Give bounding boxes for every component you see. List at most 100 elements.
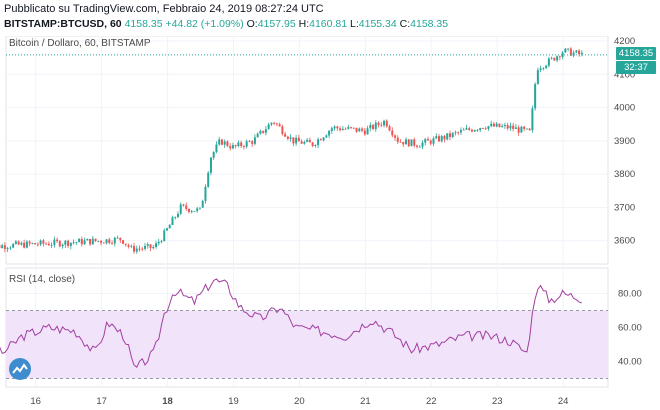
candle-body [506,125,509,129]
change-value: +44.82 (+1.09%) [165,18,244,30]
candle-body [292,137,295,144]
candle-body [193,210,196,212]
time-tick-label: 16 [30,396,41,407]
candle-body [448,133,451,138]
candle-body [410,139,413,147]
candle-body [385,120,388,127]
candle-body [75,242,78,244]
candle-body [429,140,432,144]
candle-body [470,129,473,132]
candle-body [481,128,484,129]
candle-body [473,130,476,132]
candle-body [443,136,446,140]
candle-body [306,139,309,142]
candle-body [149,244,152,249]
candle-body [498,123,501,127]
candle-body [501,126,504,127]
candle-body [322,137,325,141]
candle-body [6,248,9,250]
candle-body [83,240,86,245]
close-value: 4158.35 [410,18,449,30]
rsi-axis[interactable]: 40.00 60.00 80.00 [618,289,642,368]
candle-body [212,151,215,158]
candle-body [273,122,276,124]
candle-body [3,245,6,249]
candle-body [91,238,94,245]
candle-body [476,129,479,131]
candle-body [234,145,237,147]
candle-body [215,144,218,152]
rsi-pane-title: RSI (14, close) [9,274,76,285]
candle-body [517,127,520,133]
candle-body [372,124,375,129]
candle-body [229,146,232,149]
candle-body [36,244,39,246]
candle-body [440,136,443,142]
candle-body [267,124,270,130]
candle-body [435,136,438,139]
candle-body [34,243,37,245]
chart-area[interactable]: 3600 3700 3800 3900 4000 4100 4200 40.00 60.00 8… [0,36,660,410]
candle-body [105,239,108,244]
candle-body [528,128,531,131]
candle-body [350,127,353,128]
candle-body [561,52,564,58]
candle-body [226,141,229,147]
candle-body [119,237,122,241]
candle-body [262,130,265,133]
candle-body [61,244,64,247]
candle-body [67,240,70,247]
candle-body [374,122,377,129]
candle-body [492,123,495,127]
candle-body [525,128,528,130]
candle-body [116,237,119,239]
candle-body [231,145,234,149]
candle-body [17,241,20,245]
candle-body [196,208,199,211]
rsi-line [0,278,582,368]
candle-body [366,128,369,135]
candle-body [352,127,355,129]
symbol-label[interactable]: BITSTAMP:BTCUSD, 60 [4,18,122,30]
candle-body [284,133,287,137]
last-price: 4158.35 [124,18,163,30]
price-axis[interactable]: 3600 3700 3800 3900 4000 4100 4200 [614,36,635,247]
candle-body [536,70,539,85]
candle-body [437,136,440,142]
time-axis[interactable]: 16 17 18 19 20 21 22 23 24 [30,396,568,407]
candle-body [405,139,408,145]
candle-body [53,239,56,245]
candle-body [130,246,133,247]
candle-body [122,240,125,244]
open-value: 4157.95 [257,18,296,30]
candle-body [146,244,149,246]
high-value: 4160.81 [309,18,348,30]
price-tick-label: 3700 [614,202,635,213]
candle-body [133,246,136,252]
tradingview-logo-icon[interactable] [9,358,31,380]
candle-body [413,139,416,146]
candle-body [80,238,83,245]
candle-body [567,48,570,50]
candle-body [218,139,221,145]
candle-body [286,136,289,139]
candle-body [168,224,171,229]
candle-body [564,48,567,53]
main-pane-title: Bitcoin / Dollaro, 60, BITSTAMP [9,38,151,49]
candle-body [144,245,147,249]
candle-body [198,207,201,209]
header: Pubblicato su TradingView.com, Febbraio … [0,0,660,36]
candle-body [113,237,116,244]
candle-body [100,240,103,243]
main-pane-frame [5,36,609,265]
candle-body [580,52,583,55]
candle-body [402,141,405,145]
candle-body [388,126,391,131]
candle-body [418,146,421,148]
high-label: H: [298,18,310,30]
candle-body [330,128,333,131]
candle-body [9,247,12,249]
candle-body [245,141,248,147]
candle-body [209,157,212,173]
candle-body [264,129,267,133]
